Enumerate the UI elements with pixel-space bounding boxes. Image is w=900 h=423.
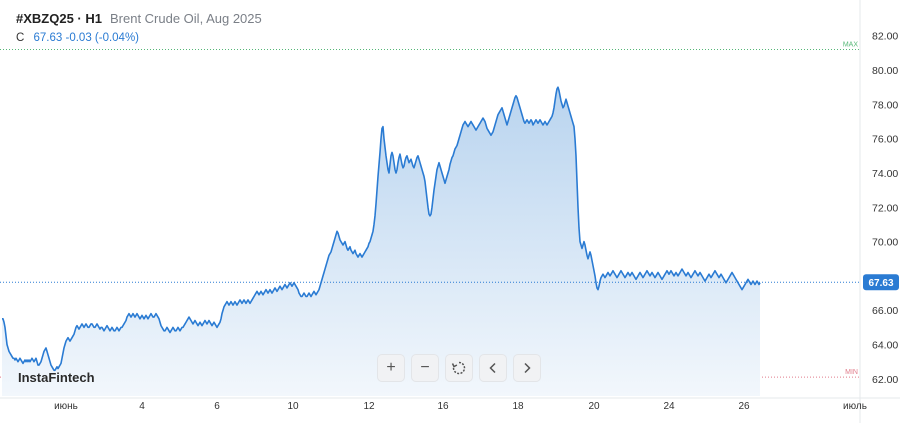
y-tick-label: 66.00 — [872, 305, 898, 317]
close-label: C — [16, 32, 25, 44]
chart-header: #XBZQ25 · H1 Brent Crude Oil, Aug 2025 — [16, 11, 262, 26]
x-tick-label: 24 — [663, 401, 675, 412]
plus-icon: + — [386, 359, 396, 376]
y-tick-label: 74.00 — [872, 168, 898, 180]
quote-line: C 67.63 -0.03 (-0.04%) — [16, 32, 139, 44]
y-axis: 67.63 82.00 80.00 78.00 76.00 74.00 72.00 70.00… — [863, 31, 899, 386]
x-tick-label: 6 — [214, 401, 220, 412]
change-value: -0.03 (-0.04%) — [65, 32, 140, 44]
x-tick-label: июль — [843, 401, 867, 412]
reset-button[interactable] — [445, 354, 473, 382]
y-tick-label: 82.00 — [872, 31, 898, 43]
x-tick-label: июнь — [54, 401, 78, 412]
chevron-right-icon — [524, 362, 531, 374]
last-price-label: 67.63 — [868, 278, 893, 289]
y-tick-label: 78.00 — [872, 99, 898, 111]
brand-logo: InstaFintech — [18, 370, 95, 385]
chevron-left-icon — [489, 362, 496, 374]
zoom-out-button[interactable]: − — [411, 354, 439, 382]
instrument-name: Brent Crude Oil, Aug 2025 — [109, 11, 262, 26]
minus-icon: − — [420, 359, 430, 376]
chart-toolbar: + − — [377, 354, 541, 382]
min-label: MIN — [845, 369, 858, 376]
y-tick-label: 76.00 — [872, 134, 898, 146]
y-tick-label: 64.00 — [872, 340, 898, 352]
x-tick-label: 20 — [588, 401, 600, 412]
x-tick-label: 16 — [437, 401, 449, 412]
series-line — [2, 86, 761, 372]
x-tick-label: 26 — [738, 401, 750, 412]
y-tick-label: 62.00 — [872, 374, 898, 386]
x-tick-label: 12 — [363, 401, 375, 412]
x-tick-label: 10 — [287, 401, 299, 412]
max-label: MAX — [843, 41, 859, 48]
series-area — [2, 87, 760, 396]
last-price-badge — [863, 274, 899, 291]
scroll-right-button[interactable] — [513, 354, 541, 382]
close-value: 67.63 — [33, 32, 63, 44]
scroll-left-button[interactable] — [479, 354, 507, 382]
x-axis: июнь 4 6 10 12 16 18 20 24 26 июль — [54, 401, 867, 412]
y-tick-label: 80.00 — [872, 65, 898, 77]
reset-icon — [451, 361, 466, 375]
x-tick-label: 18 — [512, 401, 524, 412]
y-tick-label: 72.00 — [872, 202, 898, 214]
x-tick-label: 4 — [139, 401, 145, 412]
y-tick-label: 70.00 — [872, 237, 898, 249]
zoom-in-button[interactable]: + — [377, 354, 405, 382]
instrument-symbol: #XBZQ25 · H1 — [16, 11, 102, 26]
